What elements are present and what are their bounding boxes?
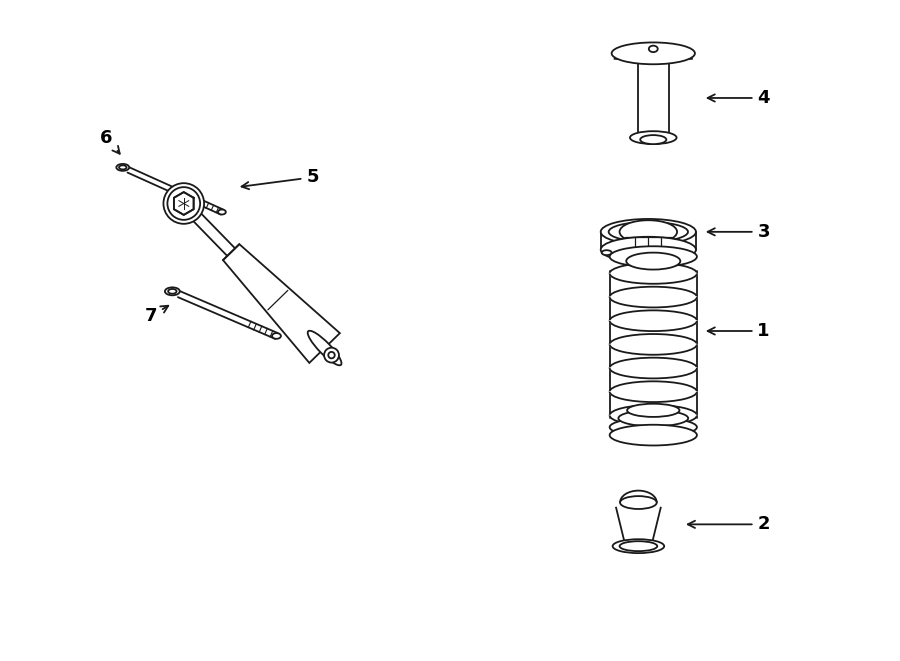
- Polygon shape: [223, 244, 340, 363]
- Ellipse shape: [640, 135, 666, 144]
- Ellipse shape: [613, 539, 664, 553]
- Ellipse shape: [119, 165, 127, 169]
- Ellipse shape: [328, 352, 335, 358]
- Polygon shape: [609, 321, 697, 331]
- Ellipse shape: [649, 46, 658, 52]
- Text: 6: 6: [101, 129, 120, 154]
- Text: 2: 2: [688, 516, 770, 533]
- Ellipse shape: [600, 219, 696, 245]
- Ellipse shape: [619, 220, 677, 243]
- Ellipse shape: [168, 289, 176, 293]
- Ellipse shape: [618, 410, 688, 426]
- Ellipse shape: [620, 496, 657, 509]
- Text: 3: 3: [707, 223, 769, 241]
- Ellipse shape: [324, 348, 339, 363]
- Polygon shape: [609, 344, 697, 355]
- Ellipse shape: [619, 541, 657, 551]
- Ellipse shape: [608, 222, 688, 242]
- Ellipse shape: [272, 333, 281, 339]
- Ellipse shape: [609, 425, 697, 446]
- Polygon shape: [609, 368, 697, 378]
- Ellipse shape: [627, 404, 680, 417]
- Text: 4: 4: [707, 89, 769, 107]
- Text: 1: 1: [707, 322, 769, 340]
- Ellipse shape: [218, 210, 226, 215]
- Polygon shape: [609, 274, 697, 284]
- Polygon shape: [174, 192, 194, 215]
- Polygon shape: [609, 392, 697, 402]
- Ellipse shape: [626, 253, 680, 270]
- Ellipse shape: [609, 247, 697, 267]
- Ellipse shape: [630, 131, 677, 144]
- Ellipse shape: [116, 164, 130, 171]
- Ellipse shape: [602, 250, 612, 255]
- Polygon shape: [609, 297, 697, 307]
- Ellipse shape: [164, 183, 204, 224]
- Ellipse shape: [165, 288, 180, 295]
- Text: 7: 7: [145, 306, 168, 325]
- Ellipse shape: [308, 330, 341, 366]
- Ellipse shape: [609, 418, 697, 437]
- Text: 5: 5: [241, 169, 319, 189]
- Polygon shape: [609, 415, 697, 426]
- Ellipse shape: [600, 237, 696, 262]
- Ellipse shape: [612, 42, 695, 64]
